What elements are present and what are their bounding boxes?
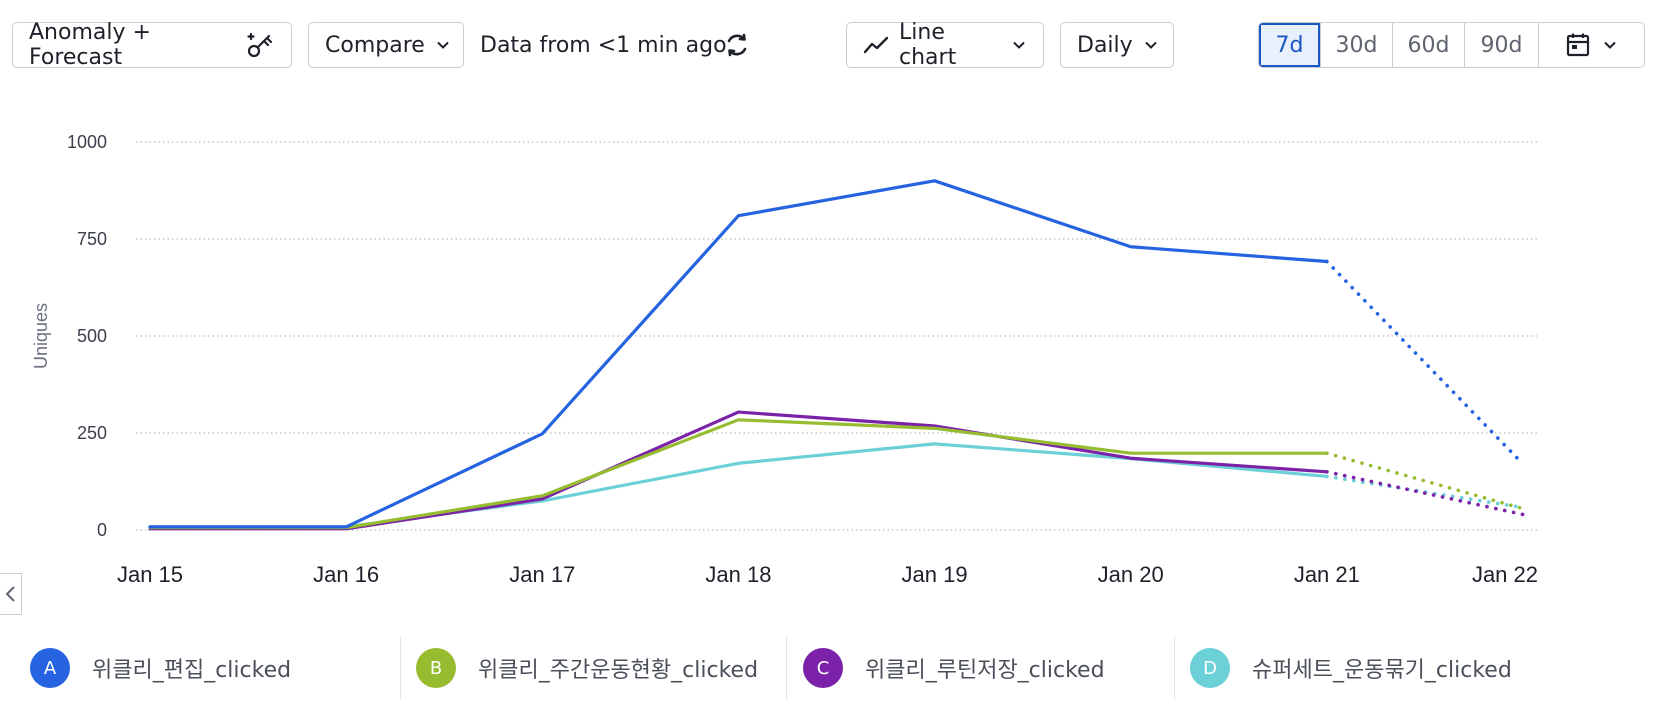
legend-divider <box>400 636 401 700</box>
y-tick-labels: 0 250 500 750 1000 <box>67 132 107 540</box>
chevron-down-icon <box>1144 41 1157 49</box>
chevron-down-icon <box>1013 41 1025 49</box>
x-tick-labels: Jan 15 Jan 16 Jan 17 Jan 18 Jan 19 Jan 20 Jan … <box>117 562 1538 587</box>
chevron-left-icon <box>5 586 15 602</box>
legend-label-c: 위클리_루틴저장_clicked <box>865 658 1105 683</box>
series-line[interactable] <box>148 442 1329 529</box>
legend-badge-a: A <box>30 648 70 688</box>
calendar-icon <box>1566 33 1589 57</box>
chevron-down-icon <box>437 41 449 49</box>
chart-legend: A 위클리_편집_clicked B 위클리_주간운동현황_clicked C … <box>0 636 1658 700</box>
line-chart-icon <box>863 36 889 54</box>
series-forecast-line[interactable] <box>1325 259 1525 466</box>
legend-badge-b: B <box>416 648 456 688</box>
legend-divider <box>1174 636 1175 700</box>
x-tick-label: Jan 18 <box>705 562 771 587</box>
range-7d[interactable]: 7d <box>1259 23 1321 67</box>
custom-range-button[interactable] <box>1539 23 1644 67</box>
legend-badge-c: C <box>803 648 843 688</box>
y-tick-label: 1000 <box>67 132 107 152</box>
x-tick-label: Jan 16 <box>313 562 379 587</box>
chevron-down-icon <box>1603 41 1616 49</box>
x-tick-label: Jan 17 <box>509 562 575 587</box>
x-tick-label: Jan 22 <box>1472 562 1538 587</box>
range-30d[interactable]: 30d <box>1321 23 1393 67</box>
legend-divider <box>786 636 787 700</box>
series-line[interactable] <box>148 418 1329 530</box>
legend-badge-d: D <box>1190 648 1230 688</box>
x-tick-label: Jan 19 <box>902 562 968 587</box>
legend-label-d: 슈퍼세트_운동묶기_clicked <box>1252 658 1512 683</box>
y-tick-label: 0 <box>97 520 107 540</box>
series-line[interactable] <box>148 179 1329 529</box>
series-line[interactable] <box>148 410 1329 531</box>
collapse-panel-button[interactable] <box>0 573 22 615</box>
data-freshness-status: Data from <1 min ago <box>480 32 727 58</box>
chart-type-dropdown[interactable]: Line chart <box>846 20 1044 70</box>
refresh-button[interactable] <box>720 28 754 62</box>
anomaly-forecast-button[interactable]: Anomaly + Forecast <box>12 20 292 70</box>
legend-item-a[interactable]: A 위클리_편집_clicked <box>30 636 291 700</box>
x-tick-label: Jan 20 <box>1098 562 1164 587</box>
range-90d[interactable]: 90d <box>1465 23 1539 67</box>
series-forecast-line[interactable] <box>1325 469 1525 517</box>
legend-label-a: 위클리_편집_clicked <box>92 658 292 683</box>
legend-item-b[interactable]: B 위클리_주간운동현황_clicked <box>416 636 758 700</box>
anomaly-forecast-label: Anomaly + Forecast <box>29 20 151 70</box>
grid-lines <box>136 141 1540 531</box>
refresh-icon <box>727 33 747 57</box>
series-forecast-line[interactable] <box>1325 451 1525 511</box>
y-tick-label: 500 <box>77 326 107 346</box>
y-axis-label: Uniques <box>31 303 51 369</box>
y-tick-label: 750 <box>77 229 107 249</box>
x-tick-label: Jan 21 <box>1294 562 1360 587</box>
compare-button[interactable]: Compare <box>308 22 464 68</box>
legend-label-b: 위클리_주간운동현황_clicked <box>478 658 759 683</box>
interval-label: Daily <box>1077 32 1133 58</box>
interval-dropdown[interactable]: Daily <box>1060 22 1174 68</box>
wand-sparkle-icon <box>247 32 273 58</box>
legend-item-d[interactable]: D 슈퍼세트_운동묶기_clicked <box>1190 636 1512 700</box>
compare-label: Compare <box>325 32 425 58</box>
range-60d[interactable]: 60d <box>1393 23 1465 67</box>
x-tick-label: Jan 15 <box>117 562 183 587</box>
series-lines <box>148 179 1525 531</box>
y-tick-label: 250 <box>77 423 107 443</box>
chart-type-label: Line chart <box>899 20 957 70</box>
legend-item-c[interactable]: C 위클리_루틴저장_clicked <box>803 636 1105 700</box>
date-range-selector: 7d 30d 60d 90d <box>1258 22 1645 68</box>
